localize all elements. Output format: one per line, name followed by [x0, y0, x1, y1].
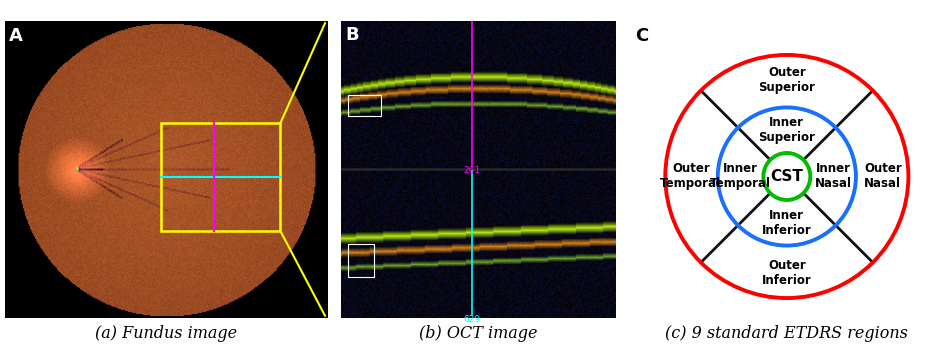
Bar: [161, 124, 281, 231]
Bar: [348, 95, 381, 116]
Text: (a) Fundus image: (a) Fundus image: [95, 325, 237, 342]
Text: CST: CST: [771, 169, 803, 184]
Text: Inner
Superior: Inner Superior: [758, 116, 815, 144]
Text: B: B: [345, 26, 359, 44]
Text: 629: 629: [464, 315, 481, 324]
Text: (c) 9 standard ETDRS regions: (c) 9 standard ETDRS regions: [665, 325, 908, 342]
Text: (b) OCT image: (b) OCT image: [419, 325, 538, 342]
Text: A: A: [9, 27, 23, 45]
Text: Inner
Temporal: Inner Temporal: [710, 162, 771, 191]
Text: Inner
Inferior: Inner Inferior: [762, 209, 811, 237]
Text: Inner
Nasal: Inner Nasal: [814, 162, 851, 191]
Bar: [348, 244, 374, 277]
Text: 261: 261: [464, 166, 481, 175]
Text: Outer
Inferior: Outer Inferior: [762, 258, 811, 287]
Text: Outer
Nasal: Outer Nasal: [864, 162, 902, 191]
Text: Outer
Superior: Outer Superior: [758, 66, 815, 95]
Text: Outer
Temporal: Outer Temporal: [661, 162, 721, 191]
Text: C: C: [635, 27, 648, 45]
